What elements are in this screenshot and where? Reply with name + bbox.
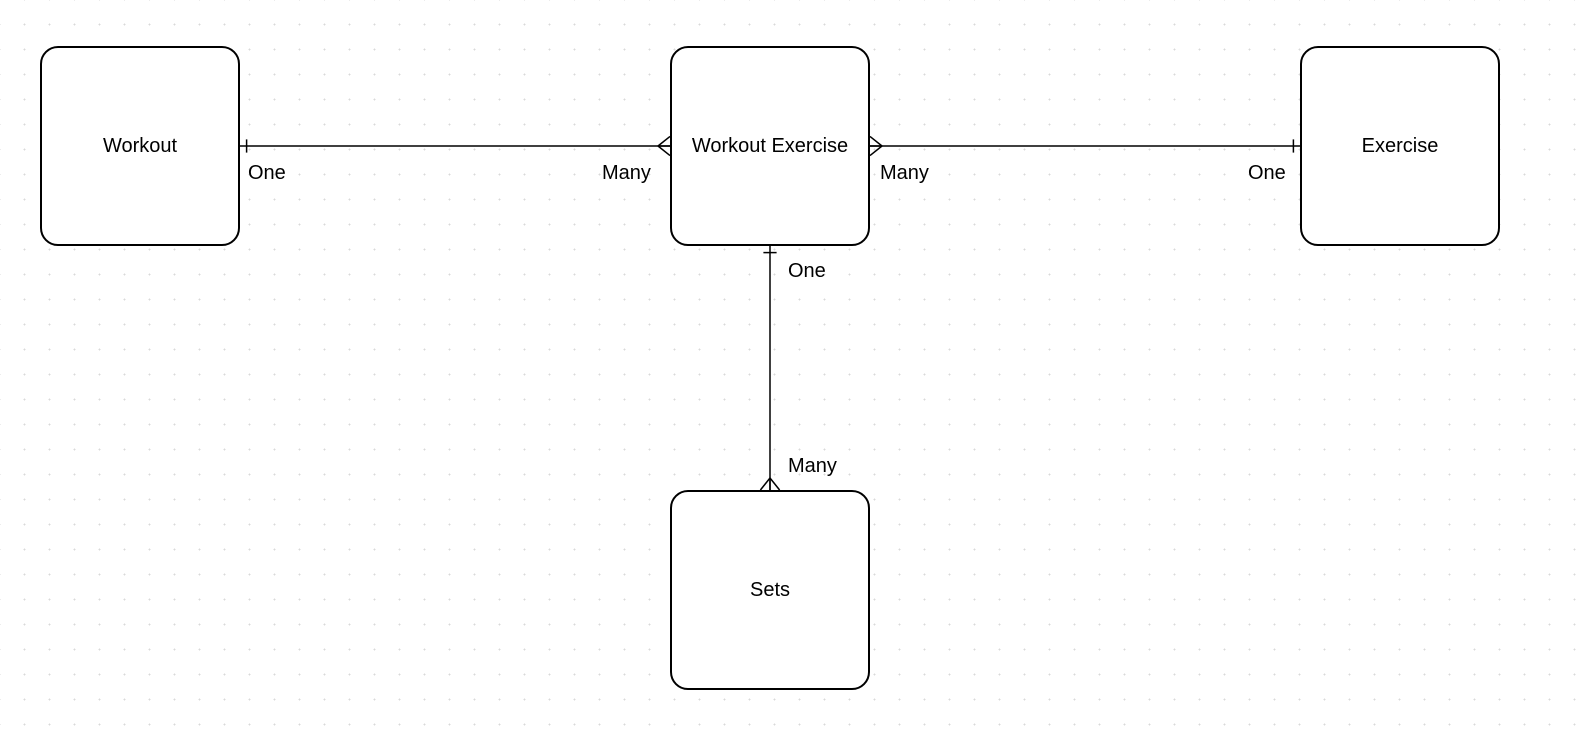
entity-workout_exercise[interactable]: Workout Exercise: [670, 46, 870, 246]
diagram-canvas[interactable]: Workout Workout Exercise Exercise Sets One M…: [0, 0, 1580, 746]
cardinality-label: One: [248, 162, 286, 185]
cardinality-label: One: [1248, 162, 1286, 185]
entity-label: Workout: [103, 135, 177, 158]
cardinality-label: One: [788, 260, 826, 283]
cardinality-label: Many: [788, 455, 837, 478]
entity-exercise[interactable]: Exercise: [1300, 46, 1500, 246]
entity-workout[interactable]: Workout: [40, 46, 240, 246]
entity-sets[interactable]: Sets: [670, 490, 870, 690]
cardinality-label: Many: [880, 162, 929, 185]
entity-label: Exercise: [1362, 135, 1439, 158]
cardinality-label: Many: [602, 162, 651, 185]
entity-label: Sets: [750, 579, 790, 602]
entity-label: Workout Exercise: [692, 135, 848, 158]
